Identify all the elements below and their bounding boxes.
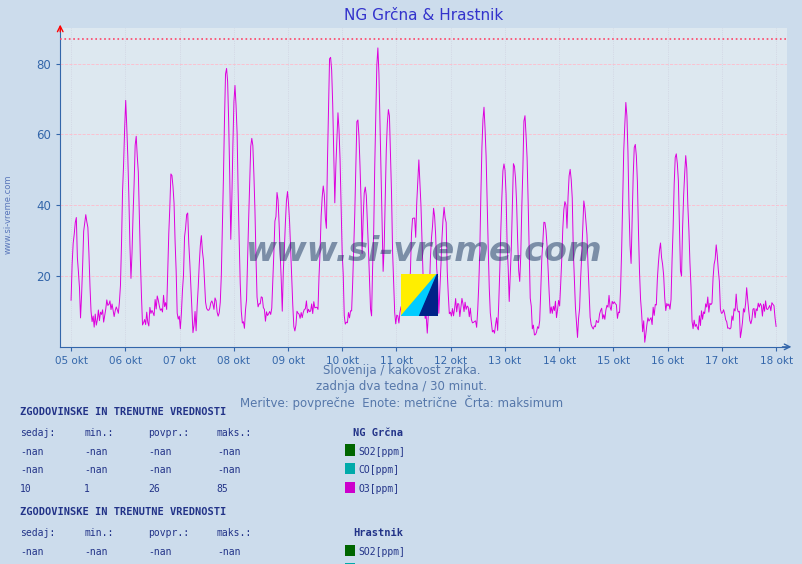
Text: maks.:: maks.: [217,528,252,539]
Text: CO[ppm]: CO[ppm] [358,465,399,475]
Polygon shape [419,274,437,316]
Text: povpr.:: povpr.: [148,528,189,539]
Text: -nan: -nan [20,447,43,457]
Title: NG Grčna & Hrastnik: NG Grčna & Hrastnik [343,8,503,23]
Text: -nan: -nan [84,547,107,557]
Text: www.si-vreme.com: www.si-vreme.com [3,175,13,254]
Text: -nan: -nan [148,447,172,457]
Text: 26: 26 [148,484,160,494]
Text: sedaj:: sedaj: [20,528,55,539]
Text: sedaj:: sedaj: [20,428,55,438]
Text: ZGODOVINSKE IN TRENUTNE VREDNOSTI: ZGODOVINSKE IN TRENUTNE VREDNOSTI [20,407,226,417]
Text: Hrastnik: Hrastnik [353,528,403,539]
Text: -nan: -nan [217,547,240,557]
Text: zadnja dva tedna / 30 minut.: zadnja dva tedna / 30 minut. [316,380,486,393]
Text: -nan: -nan [148,465,172,475]
Text: min.:: min.: [84,528,114,539]
Text: Slovenija / kakovost zraka.: Slovenija / kakovost zraka. [322,364,480,377]
Text: 10: 10 [20,484,32,494]
Text: -nan: -nan [84,465,107,475]
Text: -nan: -nan [148,547,172,557]
Text: -nan: -nan [20,547,43,557]
Text: Meritve: povprečne  Enote: metrične  Črta: maksimum: Meritve: povprečne Enote: metrične Črta:… [240,395,562,411]
Text: O3[ppm]: O3[ppm] [358,484,399,494]
Text: min.:: min.: [84,428,114,438]
Polygon shape [401,274,437,316]
Text: 85: 85 [217,484,229,494]
Text: -nan: -nan [217,447,240,457]
Polygon shape [401,274,437,316]
Text: SO2[ppm]: SO2[ppm] [358,447,405,457]
Text: -nan: -nan [20,465,43,475]
Text: -nan: -nan [217,465,240,475]
Text: maks.:: maks.: [217,428,252,438]
Text: SO2[ppm]: SO2[ppm] [358,547,405,557]
Text: www.si-vreme.com: www.si-vreme.com [245,235,602,268]
Text: 1: 1 [84,484,90,494]
Text: ZGODOVINSKE IN TRENUTNE VREDNOSTI: ZGODOVINSKE IN TRENUTNE VREDNOSTI [20,507,226,517]
Text: NG Grčna: NG Grčna [353,428,403,438]
Text: -nan: -nan [84,447,107,457]
Text: povpr.:: povpr.: [148,428,189,438]
